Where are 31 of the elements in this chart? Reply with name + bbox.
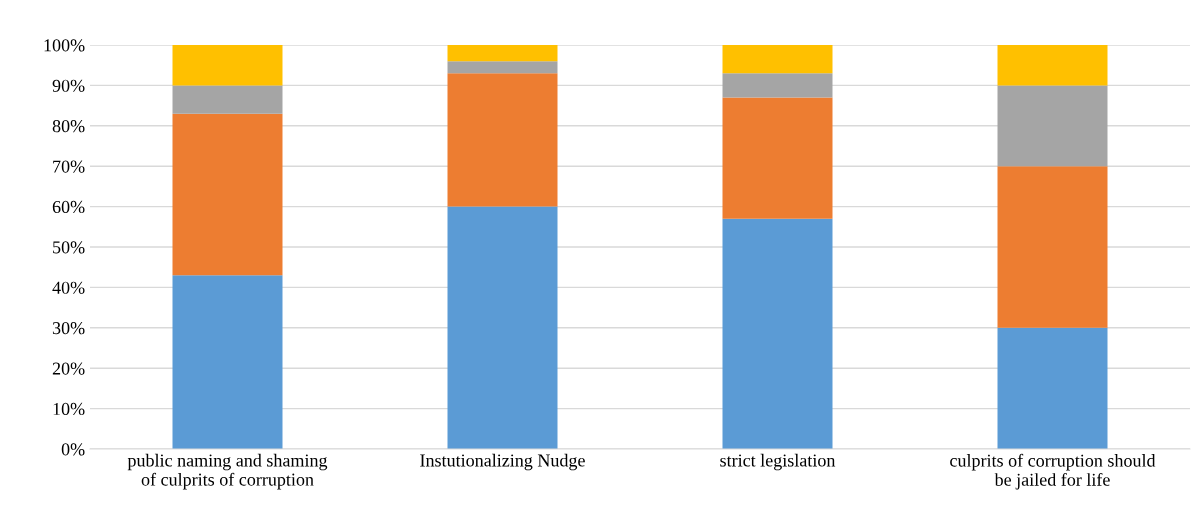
y-tick-label: 10% (53, 402, 85, 416)
y-tick-label: 90% (52, 79, 85, 92)
y-tick-label: 50% (53, 241, 85, 254)
y-tick-label: 30% (52, 322, 85, 335)
bar (447, 73, 558, 207)
x-tick-label: strict legislation (720, 453, 836, 471)
bar (722, 45, 833, 74)
bar (447, 206, 558, 449)
bar (172, 85, 283, 114)
bar (172, 45, 283, 86)
x-tick-label: Instutionalizing Nudge (420, 453, 585, 471)
x-tick-label: culprits of corruption should be jailed for life (950, 453, 1156, 490)
y-tick-label: 0% (61, 443, 85, 456)
bar (172, 113, 283, 276)
y-tick-label: 80% (52, 120, 85, 133)
y-tick-label: 100% (44, 39, 85, 52)
y-tick-label: 20% (52, 362, 85, 375)
bar (722, 218, 833, 449)
bar (997, 166, 1108, 328)
y-tick-label: 60% (52, 200, 85, 214)
y-tick-label: 70% (53, 160, 85, 173)
bar (447, 61, 558, 74)
bar (722, 97, 833, 219)
bar (997, 45, 1108, 86)
bar (997, 327, 1108, 449)
bar (722, 73, 833, 98)
x-tick-label: public naming and shaming of culprits of corruption (127, 453, 328, 490)
bar (172, 275, 283, 449)
bar (447, 45, 558, 62)
bar (997, 85, 1108, 167)
y-tick-label: 40% (52, 281, 85, 294)
